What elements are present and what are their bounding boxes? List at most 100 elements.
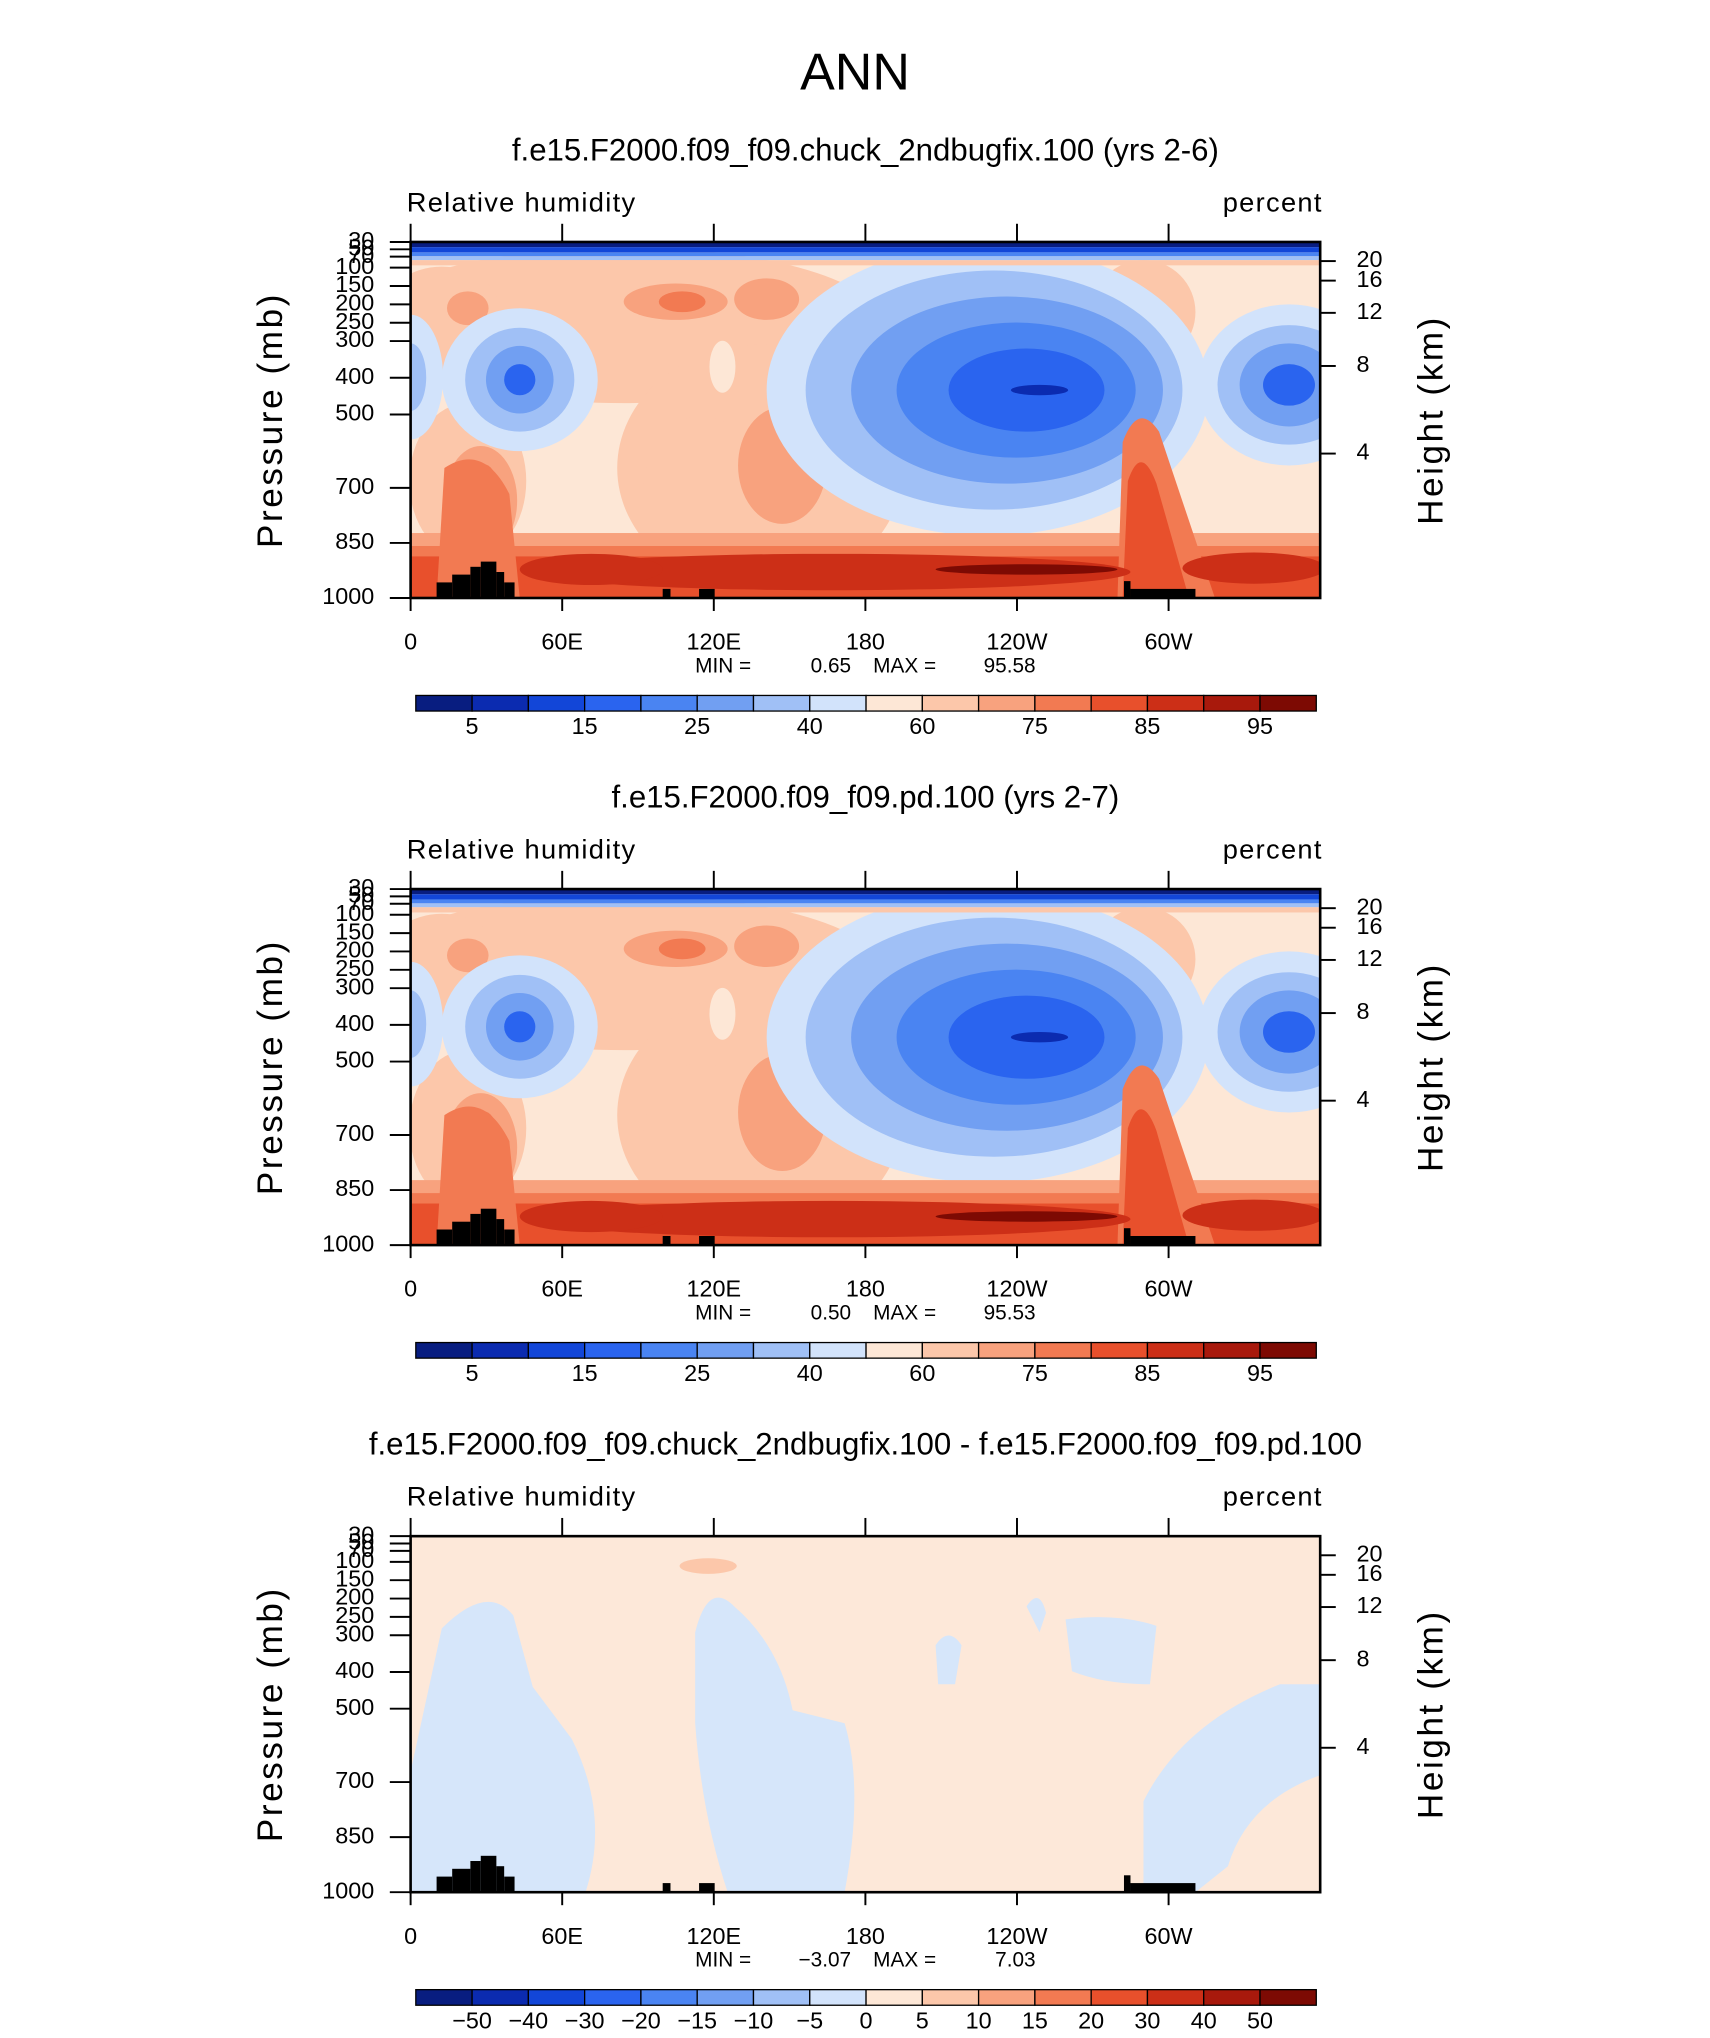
colorbar-label: −30 [565,2007,605,2033]
colorbar-label: 60 [909,1360,935,1386]
panel: f.e15.F2000.f09_f09.chuck_2ndbugfix.100 … [251,133,1450,740]
x-tick-label: 0 [404,1276,417,1302]
right-label: percent [1223,186,1323,217]
y-tick-label: 850 [335,1822,374,1848]
min-value: −3.07 [799,1949,852,1972]
max-value: 7.03 [995,1949,1035,1972]
colorbar-label: 0 [860,2007,873,2033]
contour-fill [532,1200,1131,1238]
topography [452,574,471,598]
contour-fill [436,459,520,598]
y2-tick-label: 12 [1357,298,1383,324]
colorbar-box [1034,694,1092,712]
y-tick-label: 30 [348,227,374,253]
colorbar-box [471,1341,530,1359]
x-tick-label: 120W [986,629,1047,655]
y-tick-label: 100 [335,253,374,279]
contour-fill [504,1011,536,1043]
topography [504,1876,515,1893]
contour-fill [1143,1684,1321,1893]
y-tick-label: 30 [348,874,374,900]
contour-fill [709,987,736,1040]
contour-fill [1010,384,1069,396]
min-label: MIN = [695,654,751,677]
colorbar-box [865,1988,923,2006]
colorbar-box [1146,1341,1205,1359]
topography [436,582,453,598]
contour-fill [658,938,706,960]
y2-tick-label: 4 [1357,1733,1370,1759]
y-tick-label: 400 [335,363,374,389]
max-label: MAX = [873,1949,936,1972]
colorbar-box [809,1341,867,1359]
y-tick-label: 200 [335,290,374,316]
colorbar-label: −50 [452,2007,492,2033]
contour-fill [436,1106,520,1246]
contour-fill [658,291,706,313]
topography [470,1213,481,1246]
colorbar-box [415,1341,473,1359]
y-tick-label: 150 [335,271,374,297]
colorbar-box [415,694,473,712]
contour-fill [1122,1109,1189,1246]
contour-fill [410,256,1321,261]
colorbar-box [415,1988,473,2006]
topography [436,1876,453,1893]
topography [699,588,715,598]
colorbar-box [583,694,642,712]
x-tick-label: 120E [687,1923,742,1949]
y2-axis-label: Height (km) [1411,962,1450,1172]
topography [662,1235,671,1246]
colorbar-box [977,694,1036,712]
colorbar-box [527,1341,586,1359]
y-axis-label: Pressure (mb) [251,939,290,1195]
y-tick-label: 700 [335,1767,374,1793]
contour-fill [734,925,800,968]
colorbar-label: 85 [1134,713,1160,739]
contour-fill [1065,1617,1157,1685]
colorbar-box [696,694,755,712]
colorbar-label: 75 [1022,1360,1048,1386]
panel-title: f.e15.F2000.f09_f09.chuck_2ndbugfix.100 … [512,133,1219,168]
right-label: percent [1223,1481,1323,1512]
colorbar-label: 95 [1247,1360,1273,1386]
min-label: MIN = [695,1949,751,1972]
colorbar-label: 5 [916,2007,929,2033]
x-tick-label: 60W [1145,1923,1193,1949]
min-label: MIN = [695,1301,751,1324]
contour-fill [935,1211,1118,1222]
figure-title: ANN [800,43,910,101]
y2-tick-label: 16 [1357,913,1383,939]
colorbar-box [527,1988,586,2006]
colorbar-box [1034,1988,1092,2006]
y-tick-label: 150 [335,1565,374,1591]
y2-tick-label: 20 [1357,246,1383,272]
y2-axis-label: Height (km) [1411,315,1450,525]
colorbar-box [1259,1988,1317,2006]
colorbar-box [977,1341,1036,1359]
y-tick-label: 30 [348,1521,374,1547]
colorbar-label: 40 [797,1360,823,1386]
y2-axis-label: Height (km) [1411,1609,1450,1819]
topography [496,572,505,598]
colorbar-box [1203,1988,1261,2006]
contour-fill [410,889,1321,895]
x-tick-label: 120W [986,1923,1047,1949]
x-tick-label: 120E [687,629,742,655]
colorbar-label: −10 [734,2007,774,2033]
left-label: Relative humidity [407,186,637,217]
y-tick-label: 850 [335,528,374,554]
topography [470,566,481,598]
topography [699,1235,715,1246]
contour-fill [643,1063,761,1220]
colorbar-label: −5 [796,2007,823,2033]
colorbar-box [752,1988,811,2006]
colorbar-box [1090,694,1149,712]
topography [1123,1875,1131,1893]
colorbar-label: 30 [1134,2007,1160,2033]
contour-fill [410,990,427,1058]
y-tick-label: 500 [335,1047,374,1073]
y-tick-label: 50 [348,234,374,260]
topography [662,1883,671,1893]
colorbar-label: 10 [966,2007,992,2033]
